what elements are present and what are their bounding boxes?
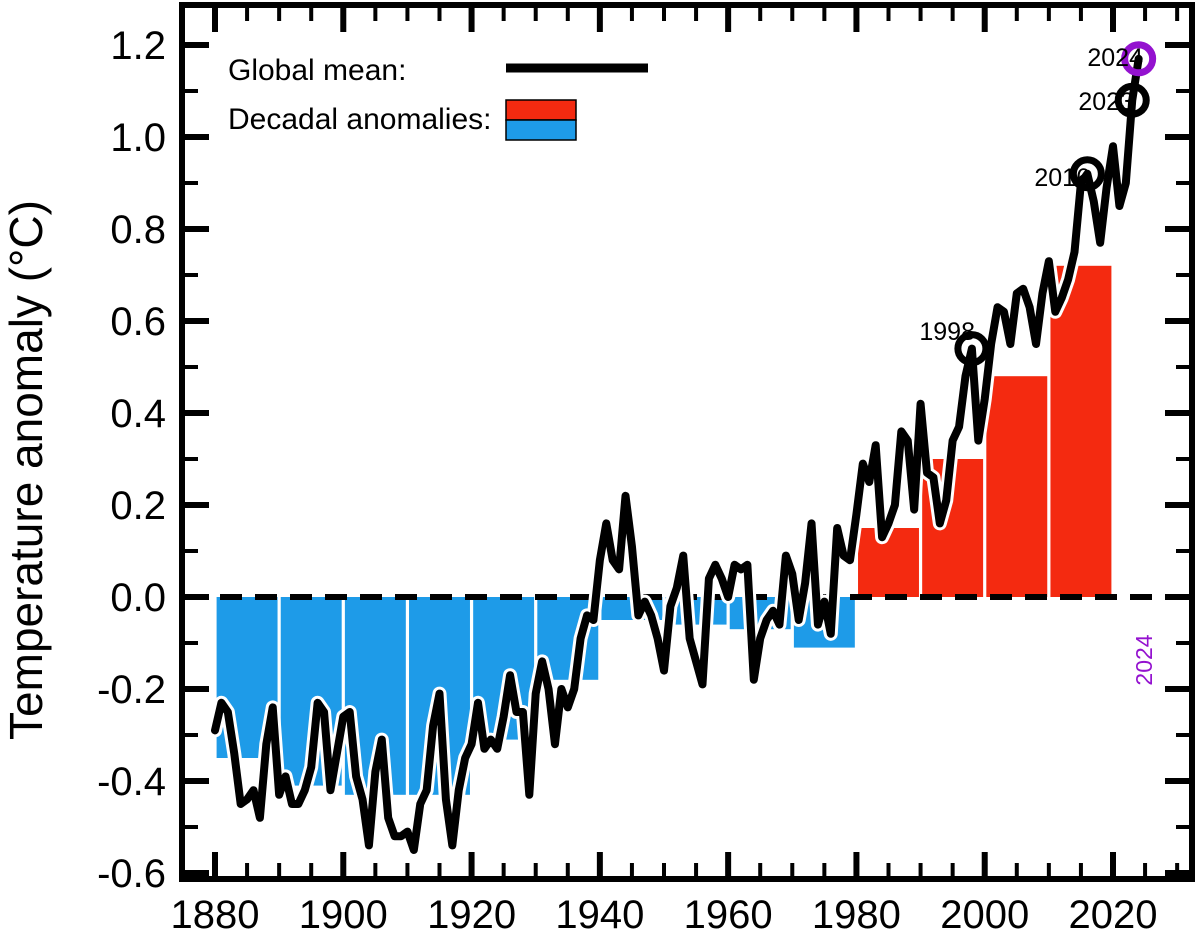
annotation-label-1998: 1998 — [919, 318, 975, 346]
legend-label-decadal: Decadal anomalies: — [228, 103, 491, 136]
y-tick-label: -0.2 — [97, 668, 166, 712]
x-tick-label: 1880 — [171, 893, 260, 932]
y-tick-label: 0.6 — [110, 300, 166, 344]
decadal-bar — [986, 376, 1048, 597]
legend-swatch-negative — [505, 119, 577, 141]
y-tick-labels-group: 1.2 1.0 0.8 0.6 0.4 0.2 0.0 -0.2 -0.4 -0.6 — [97, 24, 166, 896]
x-tick-label: 1920 — [427, 893, 516, 932]
annotation-label-2024: 2024 — [1087, 44, 1143, 72]
axis-annotation-2024: 2024 — [1131, 634, 1157, 685]
annotation-marker-1998 — [954, 331, 990, 367]
annotation-marker-2023 — [1114, 82, 1150, 118]
x-tick-label: 2000 — [940, 893, 1029, 932]
annotation-marker-2016 — [1069, 156, 1105, 192]
y-tick-label: 1.0 — [110, 116, 166, 160]
x-tick-label: 1940 — [555, 893, 644, 932]
y-tick-label: 0.4 — [110, 392, 166, 436]
y-tick-label: 0.8 — [110, 208, 166, 252]
plot-frame — [179, 2, 1195, 882]
y-tick-label: 0.2 — [110, 484, 166, 528]
y-tick-label: -0.6 — [97, 852, 166, 896]
annotation-label-2023: 2023 — [1078, 88, 1134, 116]
x-tick-labels-group: 1880 1900 1920 1940 1960 1980 2000 2020 — [171, 893, 1158, 932]
y-tick-label: 0.0 — [110, 576, 166, 620]
x-tick-label: 1980 — [812, 893, 901, 932]
annotation-marker-2024 — [1121, 41, 1157, 77]
x-tick-label: 2020 — [1069, 893, 1158, 932]
legend: Global mean: Decadal anomalies: — [228, 54, 648, 141]
y-tick-label: 1.2 — [110, 24, 166, 68]
x-tick-label: 1960 — [684, 893, 773, 932]
axis-ticks-group — [185, 8, 1189, 876]
y-tick-label: -0.4 — [97, 760, 166, 804]
annotation-markers-group — [954, 41, 1157, 367]
annotation-texts-group: 1998 2016 2023 2024 2024 — [919, 44, 1157, 686]
x-tick-label: 1900 — [299, 893, 388, 932]
plot-border — [179, 2, 1195, 882]
global-mean-line — [211, 54, 1143, 854]
global-mean-line-group — [208, 51, 1146, 857]
legend-label-global-mean: Global mean: — [228, 54, 406, 87]
legend-swatch-positive — [505, 99, 577, 121]
decadal-bar — [1050, 265, 1112, 597]
annotation-label-2016: 2016 — [1034, 164, 1090, 192]
y-axis-title: Temperature anomaly (°C) — [0, 200, 52, 740]
